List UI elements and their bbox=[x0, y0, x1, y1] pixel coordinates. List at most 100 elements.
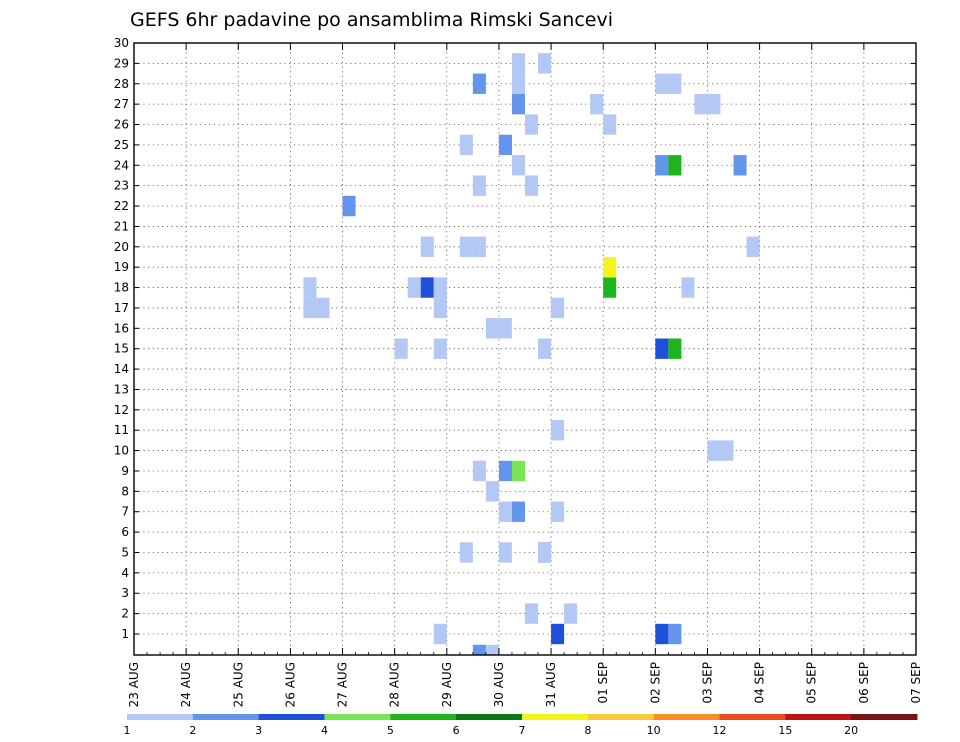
x-tick-label: 31 AUG bbox=[544, 662, 558, 707]
y-tick-label: 19 bbox=[114, 260, 129, 274]
legend-label: 1 bbox=[124, 724, 131, 737]
precip-cell bbox=[551, 420, 565, 441]
legend-label: 6 bbox=[453, 724, 460, 737]
precip-cell bbox=[511, 53, 525, 74]
precip-cell bbox=[472, 236, 486, 257]
y-tick-label: 3 bbox=[121, 586, 129, 600]
x-tick-label: 03 SEP bbox=[700, 662, 714, 704]
precip-cell bbox=[668, 338, 682, 359]
precip-cell bbox=[472, 175, 486, 196]
y-tick-label: 13 bbox=[114, 382, 129, 396]
precip-cell bbox=[485, 481, 499, 502]
legend-swatch bbox=[785, 714, 852, 720]
y-tick-label: 22 bbox=[114, 199, 129, 213]
y-tick-label: 4 bbox=[121, 566, 129, 580]
y-tick-label: 5 bbox=[121, 545, 129, 559]
legend-swatch bbox=[653, 714, 720, 720]
y-tick-label: 20 bbox=[114, 240, 129, 254]
legend-swatch bbox=[719, 714, 786, 720]
precip-cell bbox=[603, 256, 617, 278]
y-tick-label: 11 bbox=[114, 423, 129, 437]
x-tick-label: 02 SEP bbox=[648, 662, 662, 704]
precip-cell bbox=[407, 277, 421, 298]
legend-swatch bbox=[127, 714, 194, 720]
x-axis: 23 AUG 24 AUG 25 AUG 26 AUG 27 AUG 28 AUG 29 A… bbox=[127, 43, 923, 707]
precip-cell bbox=[655, 155, 669, 176]
precip-cell bbox=[590, 93, 604, 115]
precip-cell bbox=[511, 93, 525, 115]
precip-cell bbox=[472, 644, 486, 655]
precip-cell bbox=[655, 338, 669, 359]
precip-cell bbox=[746, 236, 760, 257]
y-tick-label: 26 bbox=[114, 118, 129, 132]
precip-cell bbox=[511, 460, 525, 482]
precip-cell bbox=[498, 318, 512, 339]
y-tick-label: 23 bbox=[114, 179, 129, 193]
precip-cell bbox=[511, 501, 525, 522]
chart-title: GEFS 6hr padavine po ansamblima Rimski S… bbox=[130, 9, 613, 31]
x-tick-label: 23 AUG bbox=[127, 662, 141, 707]
precip-cell bbox=[394, 338, 408, 359]
precip-cell bbox=[433, 277, 447, 298]
legend-label: 10 bbox=[647, 724, 661, 737]
precip-cell bbox=[655, 73, 669, 94]
precip-cell bbox=[433, 297, 447, 319]
precip-cell bbox=[551, 623, 565, 645]
x-tick-label: 24 AUG bbox=[179, 662, 193, 707]
legend-swatch bbox=[324, 714, 391, 720]
precip-cell bbox=[538, 338, 552, 359]
precip-cell bbox=[733, 155, 747, 176]
precip-cell bbox=[420, 277, 434, 298]
legend-label: 12 bbox=[713, 724, 727, 737]
precip-cell bbox=[342, 195, 356, 217]
legend-label: 4 bbox=[321, 724, 328, 737]
y-tick-label: 12 bbox=[114, 403, 129, 417]
legend-swatch bbox=[390, 714, 457, 720]
precip-cell bbox=[668, 73, 682, 94]
precip-cell bbox=[707, 93, 721, 115]
y-tick-label: 7 bbox=[121, 505, 129, 519]
legend-swatch bbox=[192, 714, 260, 720]
y-tick-label: 14 bbox=[114, 362, 129, 376]
x-tick-label: 27 AUG bbox=[336, 662, 350, 707]
precip-cell bbox=[511, 73, 525, 94]
precip-cell bbox=[538, 53, 552, 74]
precip-cell bbox=[694, 93, 708, 115]
y-tick-label: 8 bbox=[121, 484, 129, 498]
y-tick-label: 1 bbox=[121, 627, 129, 641]
precip-cell bbox=[498, 134, 512, 156]
precip-cell bbox=[459, 542, 473, 563]
ensemble-cells bbox=[303, 53, 760, 655]
y-tick-label: 16 bbox=[114, 321, 129, 335]
precip-cell bbox=[316, 297, 330, 319]
legend-label: 2 bbox=[189, 724, 196, 737]
precip-cell bbox=[668, 623, 682, 645]
legend-label: 3 bbox=[255, 724, 262, 737]
precip-cell bbox=[459, 236, 473, 257]
precip-cell bbox=[603, 114, 617, 135]
y-tick-label: 30 bbox=[114, 36, 129, 50]
grid-lines bbox=[134, 42, 916, 655]
x-tick-label: 06 SEP bbox=[857, 662, 871, 704]
precip-cell bbox=[498, 460, 512, 482]
precip-cell bbox=[498, 542, 512, 563]
y-tick-label: 27 bbox=[114, 97, 129, 111]
precip-cell bbox=[303, 277, 317, 298]
precip-cell bbox=[433, 338, 447, 359]
y-tick-label: 17 bbox=[114, 301, 129, 315]
y-tick-label: 2 bbox=[121, 607, 129, 621]
y-tick-label: 29 bbox=[114, 56, 129, 70]
x-tick-label: 26 AUG bbox=[283, 662, 297, 707]
x-tick-label: 25 AUG bbox=[231, 662, 245, 707]
precip-cell bbox=[511, 155, 525, 176]
precip-cell bbox=[603, 277, 617, 298]
x-tick-label: 07 SEP bbox=[909, 662, 923, 704]
precip-cell bbox=[498, 501, 512, 522]
legend-label: 20 bbox=[844, 724, 858, 737]
precip-cell bbox=[525, 114, 539, 135]
legend-label: 15 bbox=[778, 724, 792, 737]
x-tick-label: 05 SEP bbox=[805, 662, 819, 704]
legend-swatch bbox=[456, 714, 523, 720]
x-tick-label: 29 AUG bbox=[440, 662, 454, 707]
